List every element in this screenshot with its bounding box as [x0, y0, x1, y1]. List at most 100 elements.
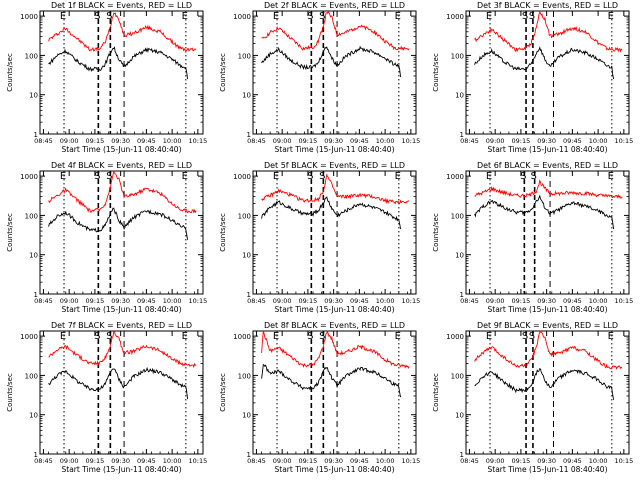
- y-tick-label: 1000: [20, 13, 38, 21]
- y-axis-label: Counts/sec: [432, 53, 440, 92]
- x-tick-label: 08:45: [460, 457, 479, 465]
- y-tick-label: 1: [34, 131, 38, 139]
- x-tick-label: 09:00: [60, 137, 79, 145]
- x-axis-label: Start Time (15-Jun-11 08:40:40): [275, 305, 395, 314]
- black-events-series: [474, 367, 615, 400]
- marker-label: S: [522, 11, 528, 22]
- y-tick-label: 100: [238, 212, 251, 220]
- marker-label: E: [182, 171, 188, 182]
- marker-label: S: [319, 331, 325, 342]
- y-axis-label: Counts/sec: [6, 213, 14, 252]
- y-tick-label: 1: [460, 291, 464, 299]
- x-tick-label: 09:30: [111, 297, 130, 305]
- marker-label: S: [106, 11, 112, 22]
- x-tick-label: 10:15: [188, 457, 207, 465]
- marker-label: E: [182, 331, 188, 342]
- chart-title: Det 3f BLACK = Events, RED = LLD: [477, 1, 618, 10]
- x-tick-label: 09:45: [563, 137, 582, 145]
- black-events-series: [474, 46, 615, 80]
- x-tick-label: 10:00: [163, 297, 182, 305]
- x-axis-label: Start Time (15-Jun-11 08:40:40): [62, 145, 182, 154]
- y-tick-label: 1000: [446, 13, 464, 21]
- marker-label: S: [94, 331, 100, 342]
- black-events-series: [48, 366, 189, 400]
- x-tick-label: 09:30: [324, 457, 343, 465]
- x-axis-label: Start Time (15-Jun-11 08:40:40): [488, 145, 608, 154]
- marker-label: S: [319, 171, 325, 182]
- chart-title: Det 6f BLACK = Events, RED = LLD: [477, 161, 618, 170]
- y-tick-label: 1: [247, 451, 251, 459]
- y-tick-label: 10: [455, 412, 464, 420]
- x-tick-label: 10:15: [401, 297, 420, 305]
- x-tick-label: 10:15: [614, 457, 633, 465]
- x-tick-label: 10:00: [163, 457, 182, 465]
- y-tick-label: 10: [242, 252, 251, 260]
- y-tick-label: 10: [29, 92, 38, 100]
- x-axis-label: Start Time (15-Jun-11 08:40:40): [275, 145, 395, 154]
- chart-title: Det 7f BLACK = Events, RED = LLD: [51, 321, 192, 330]
- black-events-series: [261, 196, 402, 230]
- x-tick-label: 10:00: [589, 137, 608, 145]
- red-lld-series: [261, 11, 410, 51]
- x-tick-label: 10:15: [188, 297, 207, 305]
- y-tick-label: 1: [247, 291, 251, 299]
- marker-label: S: [319, 11, 325, 22]
- x-tick-label: 09:45: [350, 297, 369, 305]
- y-axis-label: Counts/sec: [6, 53, 14, 92]
- marker-label: E: [395, 331, 401, 342]
- marker-label: E: [608, 331, 614, 342]
- x-axis-label: Start Time (15-Jun-11 08:40:40): [62, 465, 182, 474]
- x-tick-label: 10:15: [614, 297, 633, 305]
- plot-frame: [252, 170, 417, 295]
- black-events-series: [48, 207, 189, 240]
- x-tick-label: 08:45: [247, 457, 266, 465]
- marker-label: E: [60, 331, 66, 342]
- plot-frame: [39, 170, 204, 295]
- x-tick-label: 09:45: [137, 297, 156, 305]
- y-tick-label: 100: [25, 212, 38, 220]
- x-tick-label: 10:00: [589, 297, 608, 305]
- y-tick-label: 1000: [20, 173, 38, 181]
- y-axis-label: Counts/sec: [219, 213, 227, 252]
- x-tick-label: 09:30: [537, 297, 556, 305]
- x-tick-label: 09:00: [273, 297, 292, 305]
- marker-label: E: [60, 171, 66, 182]
- chart-panel-9: Det 9f BLACK = Events, RED = LLD 1 10 100 10…: [432, 321, 633, 474]
- y-tick-label: 1000: [446, 333, 464, 341]
- x-tick-label: 09:45: [350, 457, 369, 465]
- chart-panel-1: Det 1f BLACK = Events, RED = LLD 1 10 100 10…: [6, 1, 207, 154]
- x-tick-label: 10:00: [163, 137, 182, 145]
- y-axis-label: Counts/sec: [219, 373, 227, 412]
- x-tick-label: 09:45: [563, 457, 582, 465]
- y-tick-label: 1: [460, 131, 464, 139]
- y-tick-label: 1000: [446, 173, 464, 181]
- marker-label: S: [307, 11, 313, 22]
- x-tick-label: 08:45: [247, 137, 266, 145]
- marker-label: S: [530, 171, 536, 182]
- y-axis-label: Counts/sec: [6, 373, 14, 412]
- y-tick-label: 10: [242, 412, 251, 420]
- plot-frame: [39, 10, 204, 135]
- red-lld-series: [48, 329, 197, 369]
- marker-label: S: [520, 171, 526, 182]
- plot-frame: [39, 330, 204, 455]
- x-tick-label: 09:30: [537, 457, 556, 465]
- y-tick-label: 10: [29, 412, 38, 420]
- x-tick-label: 09:15: [86, 137, 105, 145]
- x-tick-label: 10:15: [401, 457, 420, 465]
- x-tick-label: 09:15: [86, 297, 105, 305]
- x-tick-label: 09:30: [324, 137, 343, 145]
- y-tick-label: 100: [25, 52, 38, 60]
- x-tick-label: 09:00: [486, 457, 505, 465]
- x-tick-label: 09:00: [486, 297, 505, 305]
- red-lld-series: [474, 11, 623, 53]
- x-tick-label: 10:15: [188, 137, 207, 145]
- y-tick-label: 100: [451, 372, 464, 380]
- chart-title: Det 1f BLACK = Events, RED = LLD: [51, 1, 192, 10]
- x-tick-label: 09:00: [273, 457, 292, 465]
- marker-label: E: [395, 171, 401, 182]
- red-lld-series: [261, 173, 410, 205]
- y-axis-label: Counts/sec: [432, 373, 440, 412]
- y-tick-label: 1000: [233, 333, 251, 341]
